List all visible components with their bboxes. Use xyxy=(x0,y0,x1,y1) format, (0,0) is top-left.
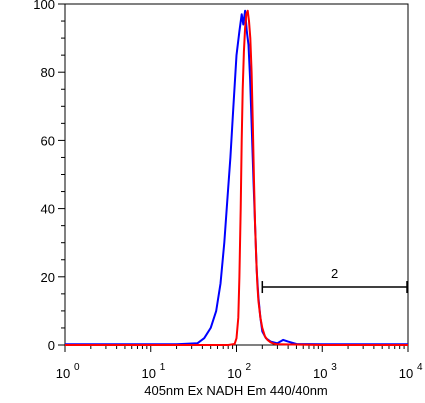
x-tick-exponent: 0 xyxy=(74,362,80,373)
x-tick-label: 10 1 xyxy=(142,362,166,381)
x-tick-label: 10 2 xyxy=(227,362,251,381)
x-tick-label: 10 3 xyxy=(313,362,337,381)
y-axis-ticks: 0 20 40 60 80 100 xyxy=(33,0,65,353)
x-tick-exponent: 2 xyxy=(246,362,252,373)
y-tick-label: 80 xyxy=(41,65,55,80)
y-tick-label: 20 xyxy=(41,270,55,285)
series-line-2 xyxy=(65,9,408,346)
series-line-1 xyxy=(65,9,408,346)
x-tick-base: 10 xyxy=(227,366,241,381)
annotation-group: 2 xyxy=(261,266,408,294)
y-tick-label: 40 xyxy=(41,202,55,217)
x-axis-ticks: 10 0 10 1 10 2 10 3 10 4 xyxy=(56,345,423,381)
x-tick-label: 10 4 xyxy=(399,362,423,381)
gate-marker: 2 xyxy=(261,266,408,294)
x-axis-label: 405nm Ex NADH Em 440/40nm xyxy=(144,383,328,398)
x-tick-label: 10 0 xyxy=(56,362,80,381)
gate-label: 2 xyxy=(331,266,338,281)
x-tick-base: 10 xyxy=(56,366,70,381)
x-tick-exponent: 1 xyxy=(160,362,166,373)
series-group xyxy=(65,9,408,346)
y-tick-label: 0 xyxy=(48,338,55,353)
y-tick-label: 100 xyxy=(33,0,55,12)
x-tick-base: 10 xyxy=(142,366,156,381)
x-tick-base: 10 xyxy=(399,366,413,381)
x-tick-exponent: 3 xyxy=(331,362,337,373)
x-tick-base: 10 xyxy=(313,366,327,381)
y-tick-label: 60 xyxy=(41,133,55,148)
x-tick-exponent: 4 xyxy=(417,362,423,373)
